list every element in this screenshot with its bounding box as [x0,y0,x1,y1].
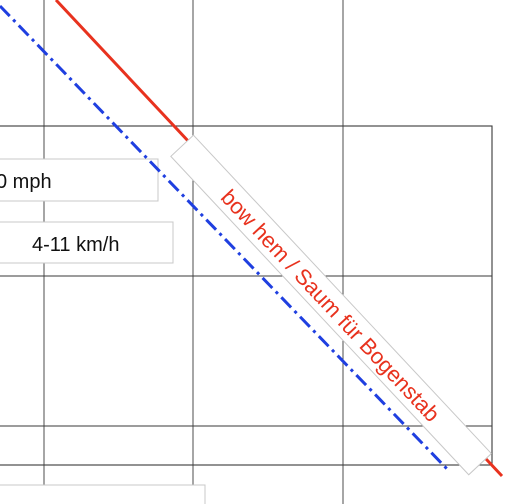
speed-kmh-label: 4-11 km/h [32,234,119,256]
speed-mph-box [0,158,159,202]
speed-kmh-box [0,221,174,264]
main-panel [0,125,493,466]
hem-label-box [170,134,493,476]
bottom-label-box [0,484,206,504]
speed-mph-label: 0 mph [0,171,52,193]
